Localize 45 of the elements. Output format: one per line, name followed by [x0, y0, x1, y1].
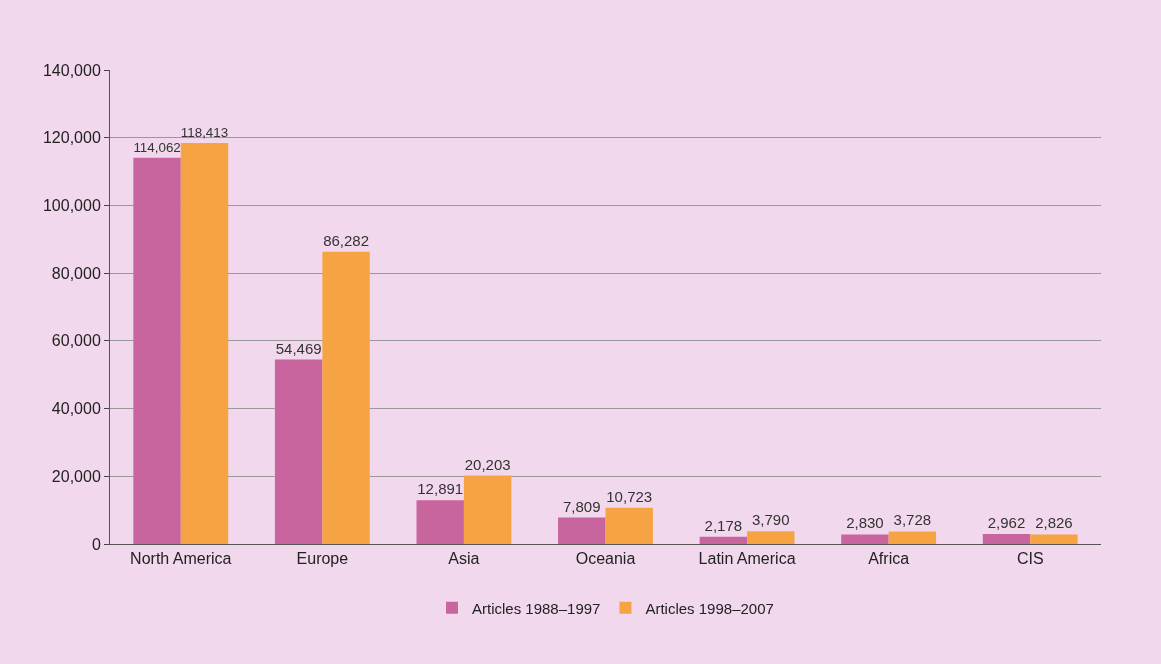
y-tick-label: 100,000 — [42, 197, 101, 215]
x-tick-label: Oceania — [575, 550, 636, 568]
data-label: 10,723 — [606, 487, 653, 505]
y-tick-label: 0 — [91, 535, 101, 553]
bar — [699, 536, 748, 544]
bar — [274, 359, 323, 544]
legend-label: Articles 1998–2007 — [645, 599, 774, 617]
data-label: 2,962 — [987, 513, 1026, 531]
x-tick-label: Europe — [296, 550, 349, 568]
x-tick-label: North America — [130, 550, 232, 568]
y-tick-label: 60,000 — [51, 332, 101, 350]
bar — [133, 157, 181, 544]
bar — [841, 534, 889, 544]
data-label: 54,469 — [275, 339, 322, 357]
bar — [747, 531, 795, 544]
data-label: 12,891 — [417, 480, 464, 498]
y-tick-label: 120,000 — [42, 129, 101, 147]
data-label: 3,790 — [752, 511, 790, 529]
data-label: 3,728 — [893, 511, 932, 529]
y-tick-label: 20,000 — [51, 467, 101, 485]
bar — [982, 533, 1031, 544]
bar — [322, 251, 370, 544]
data-label: 2,826 — [1035, 514, 1073, 532]
y-tick-label: 40,000 — [51, 400, 101, 418]
bar — [463, 475, 512, 544]
bar — [888, 531, 937, 544]
data-label: 7,809 — [563, 497, 601, 515]
y-tick-label: 140,000 — [42, 61, 101, 79]
data-label: 20,203 — [464, 455, 511, 473]
data-label: 2,178 — [704, 516, 743, 534]
data-label: 86,282 — [323, 231, 370, 249]
x-tick-label: Asia — [448, 550, 480, 568]
data-label: 118,413 — [180, 125, 229, 141]
bar — [558, 517, 606, 544]
bar — [180, 143, 229, 544]
bar — [605, 507, 653, 544]
x-tick-label: CIS — [1016, 550, 1044, 568]
bar — [1030, 534, 1078, 544]
bar — [416, 500, 464, 544]
y-tick-label: 80,000 — [51, 264, 101, 282]
legend-label: Articles 1988–1997 — [472, 599, 601, 617]
data-label: 2,830 — [846, 514, 884, 532]
data-label: 114,062 — [133, 140, 181, 156]
x-tick-label: Africa — [868, 550, 910, 568]
x-tick-label: Latin America — [698, 550, 796, 568]
